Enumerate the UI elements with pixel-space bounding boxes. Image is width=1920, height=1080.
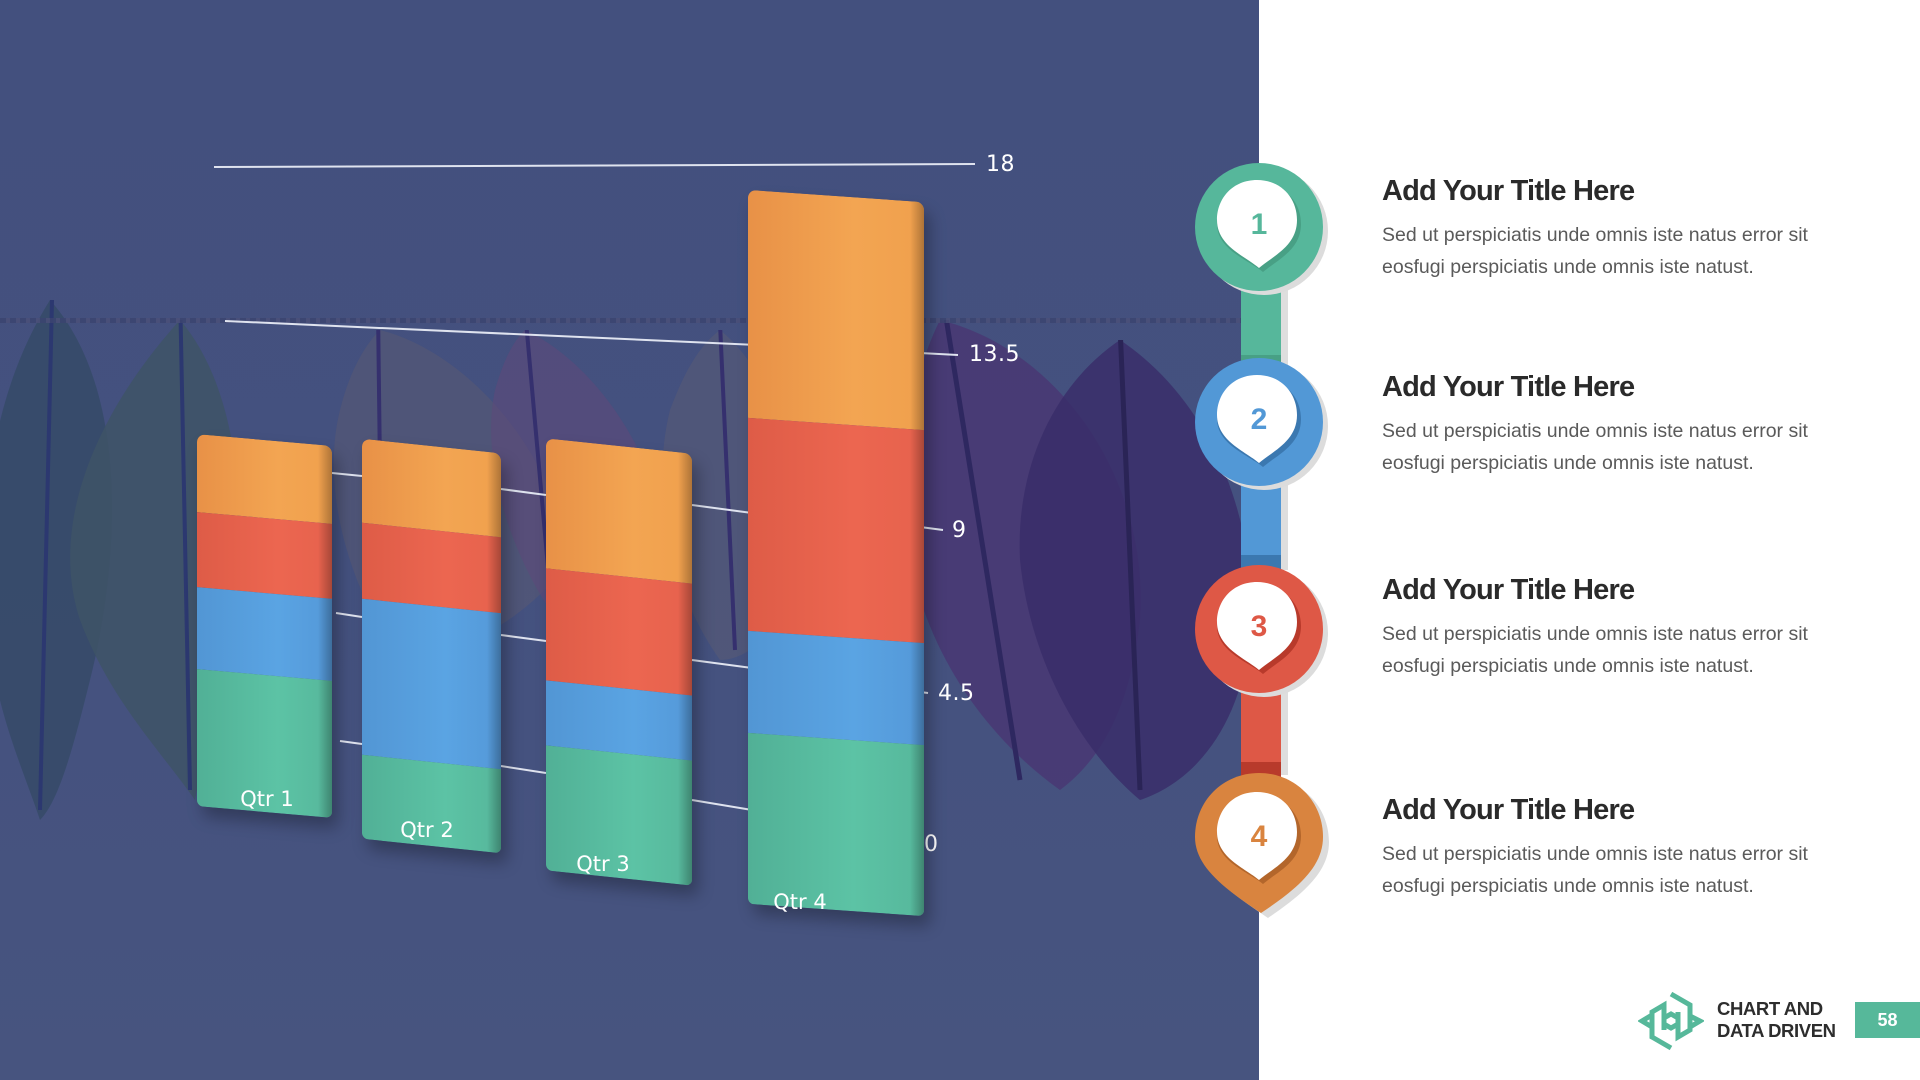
step-marker-2: 2 [1193,355,1328,505]
bar-segment-series-3 [197,512,332,599]
bar-segment-series-4 [748,189,924,431]
step-number: 3 [1250,610,1268,643]
item-body-1: Sed ut perspiciatis unde omnis iste natu… [1382,224,1808,278]
leaf-image [1010,340,1259,800]
item-title-3: Add Your Title Here [1382,574,1635,606]
step-marker-1: 1 [1193,160,1328,310]
step-number: 4 [1250,820,1268,853]
item-body-3: Sed ut perspiciatis unde omnis iste natu… [1382,623,1808,677]
bar-qtr-1[interactable] [197,434,332,818]
brand-line-2: DATA DRIVEN [1717,1020,1836,1041]
y-tick-label: 18 [986,152,1015,177]
bar-qtr-4[interactable] [748,189,924,917]
y-tick-label: 13.5 [969,342,1020,367]
brand-name: CHART AND DATA DRIVEN [1717,998,1836,1042]
y-tick-label: 9 [952,518,967,543]
bar-segment-series-3 [546,567,692,696]
bar-segment-series-3 [362,522,501,614]
bar-qtr-2[interactable] [362,438,501,854]
x-category-label: Qtr 3 [576,852,630,876]
brand-line-1: CHART AND [1717,998,1823,1019]
info-panel [1259,0,1920,1080]
leaf-image [0,300,130,820]
bar-segment-series-2 [748,630,924,745]
step-marker-4: 4 [1193,768,1329,918]
item-title-4: Add Your Title Here [1382,794,1635,826]
bar-segment-series-2 [197,586,332,681]
bar-segment-series-3 [748,418,924,643]
clothesline-rope [0,318,1259,323]
step-number: 1 [1250,208,1268,241]
item-body-2: Sed ut perspiciatis unde omnis iste natu… [1382,420,1808,474]
bar-segment-series-4 [197,434,332,525]
step-number: 2 [1250,403,1268,436]
x-category-label: Qtr 1 [240,787,294,811]
pin-icon [1195,565,1328,697]
chart-gridlines [213,163,976,844]
bar-segment-series-2 [362,598,501,770]
bar-segment-series-4 [362,438,501,538]
stacked-3d-column-chart: 18 13.5 9 4.5 0 Qtr 1 Qtr 2 Qtr 3 Qtr 4 [0,0,1259,1080]
bar-qtr-3[interactable] [546,438,692,886]
item-title-2: Add Your Title Here [1382,371,1635,403]
brand-logo-icon [1637,990,1706,1057]
pin-icon [1195,358,1328,490]
y-tick-label: 0 [924,832,939,857]
x-category-label: Qtr 4 [773,890,827,914]
item-body-4: Sed ut perspiciatis unde omnis iste natu… [1382,843,1808,897]
step-marker-3: 3 [1193,562,1328,712]
pin-icon [1195,773,1329,918]
bar-segment-series-1 [748,732,924,917]
item-title-1: Add Your Title Here [1382,175,1635,207]
x-category-label: Qtr 2 [400,818,454,842]
bar-segment-series-4 [546,438,692,584]
y-tick-label: 4.5 [938,681,975,706]
pin-icon [1195,163,1328,295]
page-number-badge: 58 [1855,1002,1920,1038]
